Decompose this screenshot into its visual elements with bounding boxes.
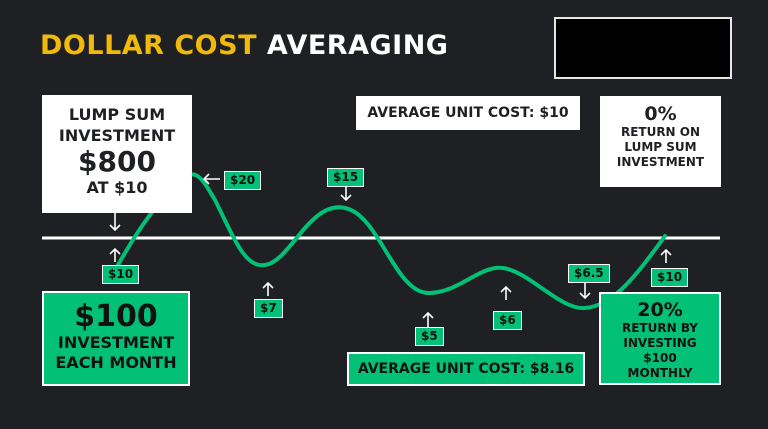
price-label: $15 [327, 168, 365, 187]
dca-return-card: 20% RETURN BY INVESTING $100 MONTHLY [599, 292, 721, 385]
dca-return-percent: 20% [637, 299, 683, 321]
monthly-investment-card: $100 INVESTMENT EACH MONTH [42, 291, 190, 386]
dca-return-line2: INVESTING [623, 336, 697, 350]
average-cost-dca: AVERAGE UNIT COST: $8.16 [347, 352, 585, 386]
average-cost-lump: AVERAGE UNIT COST: $10 [356, 96, 580, 130]
lump-sum-card: LUMP SUM INVESTMENT $800 AT $10 [42, 95, 192, 213]
price-label: $10 [102, 265, 140, 284]
price-label: $5 [415, 327, 444, 346]
monthly-line2: EACH MONTH [55, 353, 177, 372]
lump-sum-price: AT $10 [86, 178, 148, 197]
dca-return-line4: MONTHLY [627, 366, 693, 380]
page-title: DOLLAR COST AVERAGING [40, 30, 448, 61]
price-line [116, 172, 667, 311]
lump-return-line3: INVESTMENT [616, 155, 705, 169]
price-label: $6.5 [568, 264, 610, 283]
price-label: $10 [651, 268, 689, 287]
monthly-line1: INVESTMENT [57, 333, 175, 352]
lump-return-line2: LUMP SUM [624, 140, 697, 154]
monthly-amount: $100 [74, 299, 158, 334]
dca-return-line3: $100 [643, 351, 677, 365]
price-label: $20 [224, 171, 262, 190]
lump-sum-line2: INVESTMENT [58, 126, 176, 145]
price-label: $7 [254, 299, 283, 318]
pointer-arrows [109, 173, 672, 327]
lump-sum-amount: $800 [78, 145, 156, 178]
lump-return-card: 0% RETURN ON LUMP SUM INVESTMENT [600, 96, 721, 187]
price-label: $6 [493, 311, 522, 330]
lump-return-line1: RETURN ON [620, 125, 701, 139]
title-rest: AVERAGING [266, 30, 449, 61]
title-highlight: DOLLAR COST [40, 30, 257, 61]
lump-return-percent: 0% [644, 103, 677, 125]
redacted-box [554, 17, 732, 79]
dca-return-line1: RETURN BY [621, 321, 698, 335]
lump-sum-line1: LUMP SUM [68, 105, 166, 124]
